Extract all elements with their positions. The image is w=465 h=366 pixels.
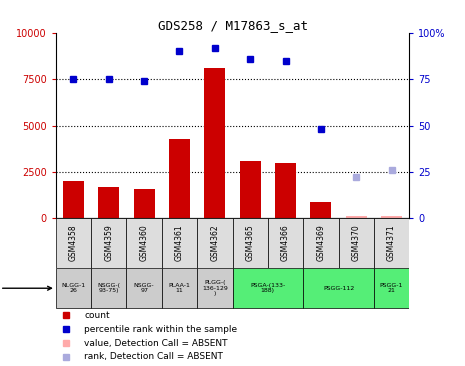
Text: count: count xyxy=(84,311,110,320)
Text: rank, Detection Call = ABSENT: rank, Detection Call = ABSENT xyxy=(84,352,223,362)
FancyBboxPatch shape xyxy=(91,268,126,308)
Text: GSM4361: GSM4361 xyxy=(175,225,184,261)
Text: PLAA-1
11: PLAA-1 11 xyxy=(168,283,191,294)
Text: PSGA-(133-
188): PSGA-(133- 188) xyxy=(250,283,286,294)
Bar xyxy=(239,161,261,218)
Text: GSM4360: GSM4360 xyxy=(140,225,149,261)
Text: PLGG-(
136-129
): PLGG-( 136-129 ) xyxy=(202,280,228,296)
Bar xyxy=(275,163,296,218)
Bar xyxy=(169,139,190,218)
Text: PSGG-1
21: PSGG-1 21 xyxy=(380,283,403,294)
Bar xyxy=(345,216,367,218)
FancyBboxPatch shape xyxy=(126,268,162,308)
Text: PSGG-112: PSGG-112 xyxy=(323,286,354,291)
Text: GSM4369: GSM4369 xyxy=(316,225,326,261)
FancyBboxPatch shape xyxy=(197,218,232,268)
FancyBboxPatch shape xyxy=(197,268,232,308)
Bar xyxy=(63,181,84,218)
FancyBboxPatch shape xyxy=(162,268,197,308)
FancyBboxPatch shape xyxy=(162,218,197,268)
Text: NSGG-(
93-75): NSGG-( 93-75) xyxy=(97,283,120,294)
FancyBboxPatch shape xyxy=(339,218,374,268)
Bar xyxy=(381,216,402,218)
Title: GDS258 / M17863_s_at: GDS258 / M17863_s_at xyxy=(158,19,307,32)
FancyBboxPatch shape xyxy=(374,268,409,308)
Text: NSGG-
97: NSGG- 97 xyxy=(134,283,154,294)
Bar xyxy=(98,187,120,218)
FancyBboxPatch shape xyxy=(232,218,268,268)
Text: GSM4370: GSM4370 xyxy=(352,225,361,261)
Text: GSM4358: GSM4358 xyxy=(69,225,78,261)
FancyBboxPatch shape xyxy=(126,218,162,268)
FancyBboxPatch shape xyxy=(91,218,126,268)
Text: GSM4366: GSM4366 xyxy=(281,225,290,261)
Text: percentile rank within the sample: percentile rank within the sample xyxy=(84,325,237,334)
FancyBboxPatch shape xyxy=(303,218,339,268)
Bar xyxy=(133,188,155,218)
Text: value, Detection Call = ABSENT: value, Detection Call = ABSENT xyxy=(84,339,227,348)
Bar xyxy=(310,202,332,218)
Text: NLGG-1
26: NLGG-1 26 xyxy=(61,283,86,294)
FancyBboxPatch shape xyxy=(56,268,91,308)
FancyBboxPatch shape xyxy=(56,218,91,268)
Text: specimen: specimen xyxy=(0,283,52,293)
Text: GSM4359: GSM4359 xyxy=(104,225,113,261)
FancyBboxPatch shape xyxy=(303,268,374,308)
Text: GSM4365: GSM4365 xyxy=(246,225,255,261)
Text: GSM4371: GSM4371 xyxy=(387,225,396,261)
FancyBboxPatch shape xyxy=(232,268,303,308)
FancyBboxPatch shape xyxy=(268,218,303,268)
Text: GSM4362: GSM4362 xyxy=(210,225,219,261)
FancyBboxPatch shape xyxy=(374,218,409,268)
Bar xyxy=(204,68,226,218)
